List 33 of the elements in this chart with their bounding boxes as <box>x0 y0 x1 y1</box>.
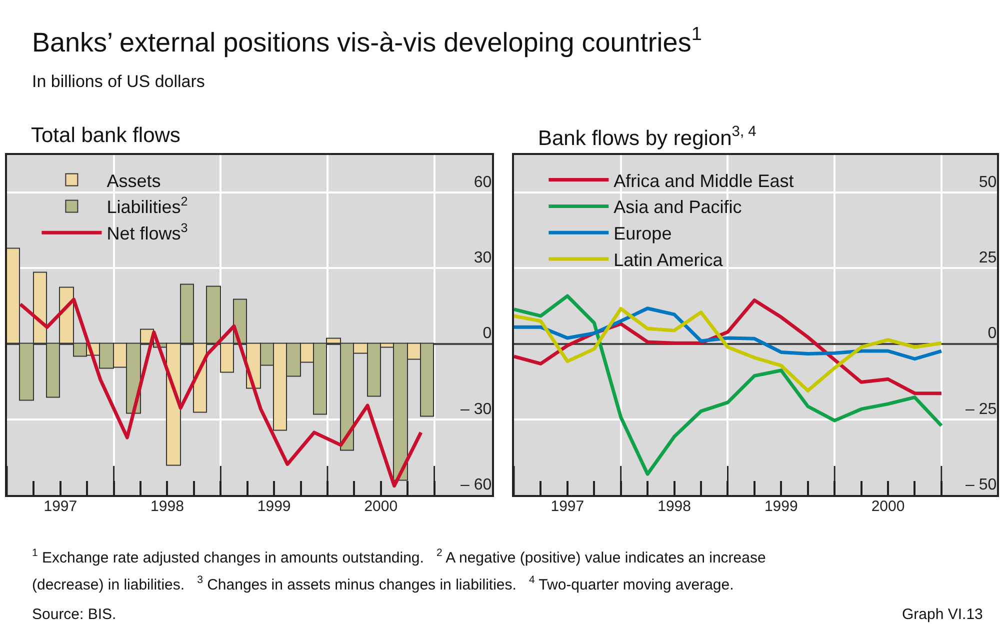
legend-label: Liabilities$^{2}$ <box>106 194 188 218</box>
legend-label: Asia and Pacific <box>614 197 742 218</box>
text: In billions of US dollars <box>32 72 205 91</box>
chart-title: Bank flows by region$^{3, 4}$ <box>538 124 756 150</box>
text: Banks’ external positions vis-à-vis developing countries$^{1}$ <box>32 24 702 58</box>
y-tick-label: – 30 <box>460 400 492 418</box>
y-tick-label: – 50 <box>966 476 997 494</box>
y-tick-label: 50 <box>978 174 997 191</box>
x-tick-label: 1999 <box>764 498 798 515</box>
legend-label: Net flows$^{3}$ <box>106 221 188 244</box>
y-tick-label: – 60 <box>460 476 492 494</box>
x-tick-label: 1998 <box>150 498 184 515</box>
legend-label: Europe <box>614 224 672 244</box>
text: $^{1}$ Exchange rate adjusted changes in amounts outstanding. $^{2}$ A negative (positive) value indicates an increase <box>32 547 766 566</box>
y-tick-label: 0 <box>482 325 492 342</box>
x-tick-label: 1997 <box>550 498 584 515</box>
y-tick-label: – 25 <box>966 400 997 418</box>
x-tick-label: 2000 <box>364 498 398 515</box>
legend-label: Africa and Middle East <box>614 170 794 191</box>
source-note: Source: BIS. <box>32 606 116 623</box>
x-tick-label: 1999 <box>257 498 291 515</box>
x-tick-label: 1998 <box>658 498 691 515</box>
y-tick-label: 0 <box>988 325 997 342</box>
y-tick-label: 25 <box>978 250 997 267</box>
legend-label: Latin America <box>614 250 724 270</box>
y-tick-label: 60 <box>474 174 492 191</box>
chart-title: Total bank flows <box>31 124 180 147</box>
text: Graph VI.13 <box>902 606 983 623</box>
x-tick-label: 1997 <box>44 498 78 515</box>
y-tick-label: 30 <box>474 250 492 267</box>
x-tick-label: 2000 <box>871 498 905 515</box>
legend-label: Assets <box>106 170 161 191</box>
text: (decrease) in liabilities. $^{3}$ Changes in assets minus changes in liabilities. $^{4}$ Two-quarter moving average. <box>32 574 734 594</box>
